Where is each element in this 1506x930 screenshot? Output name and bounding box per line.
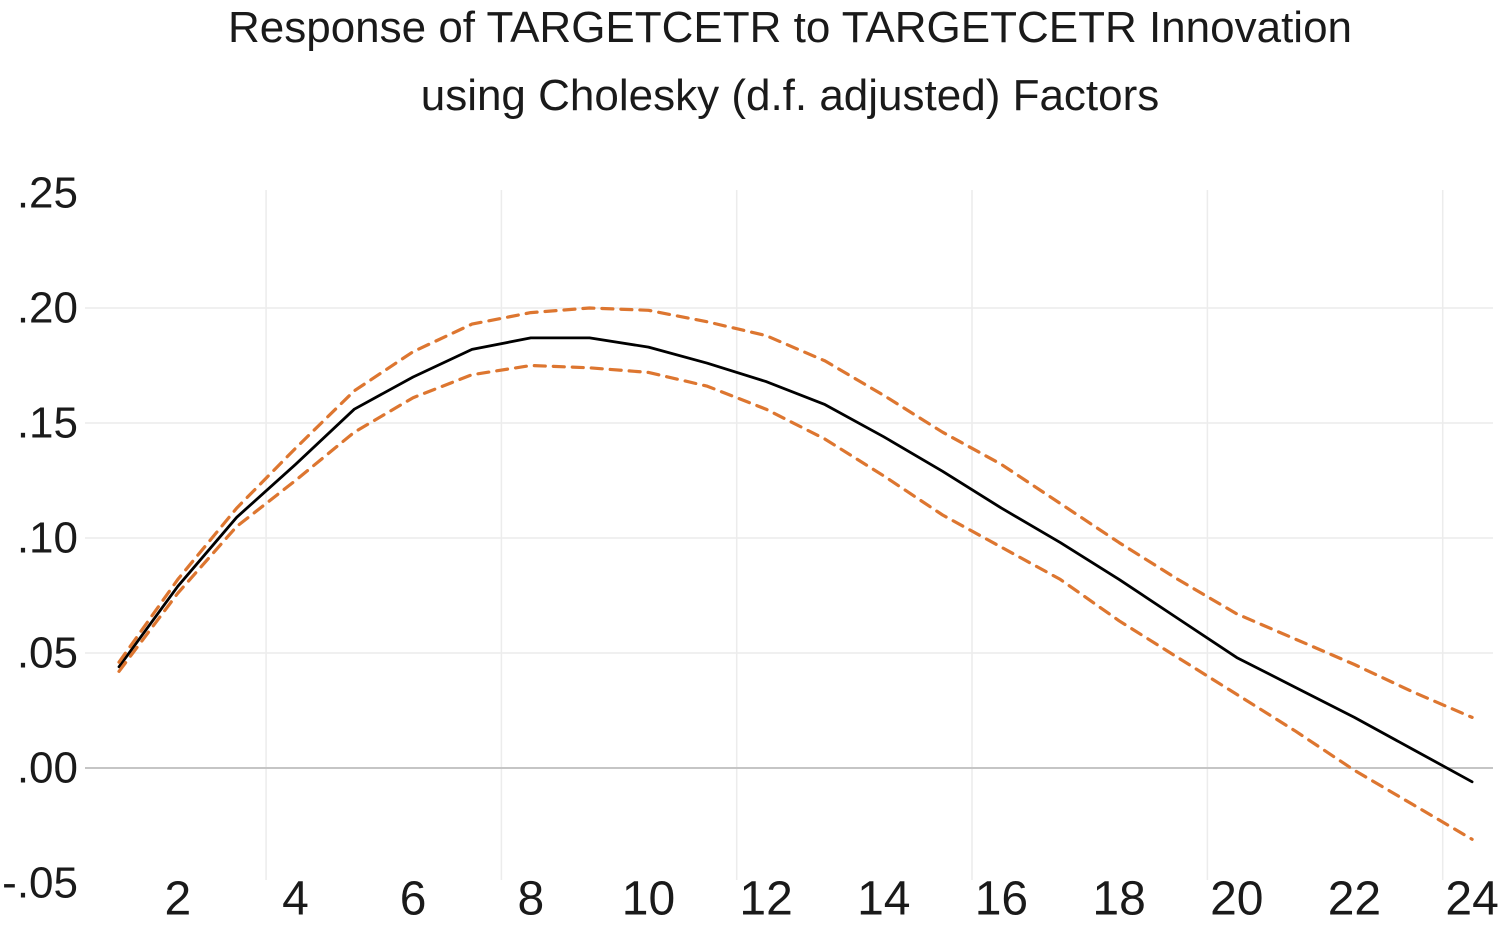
x-tick-label: 12 <box>739 873 792 926</box>
x-tick-label: 8 <box>517 873 544 926</box>
y-tick-label: .25 <box>17 169 78 218</box>
x-tick-label: 20 <box>1210 873 1263 926</box>
y-tick-label: .05 <box>17 629 78 678</box>
y-tick-label: .20 <box>17 284 78 333</box>
y-tick-label: .00 <box>17 744 78 793</box>
x-tick-label: 10 <box>622 873 675 926</box>
chart-title-line2: using Cholesky (d.f. adjusted) Factors <box>420 71 1160 120</box>
lower_2se_band-line <box>117 363 1474 841</box>
chart-title-line1: Response of TARGETCETR to TARGETCETR Inn… <box>227 3 1353 52</box>
x-tick-label: 18 <box>1092 873 1145 926</box>
y-tick-label: .15 <box>17 399 78 448</box>
x-tick-label: 14 <box>857 873 910 926</box>
x-tick-label: 4 <box>282 873 309 926</box>
y-tick-label: -.05 <box>2 859 78 908</box>
x-tick-label: 2 <box>164 873 191 926</box>
y-tick-label: .10 <box>17 514 78 563</box>
response-line <box>117 336 1474 784</box>
x-tick-label: 6 <box>400 873 427 926</box>
upper_2se_band-line <box>117 306 1474 720</box>
chart-title: Response of TARGETCETR to TARGETCETR Inn… <box>75 0 1505 130</box>
x-tick-label: 16 <box>975 873 1028 926</box>
x-tick-label: 24 <box>1445 873 1498 926</box>
x-tick-label: 22 <box>1328 873 1381 926</box>
